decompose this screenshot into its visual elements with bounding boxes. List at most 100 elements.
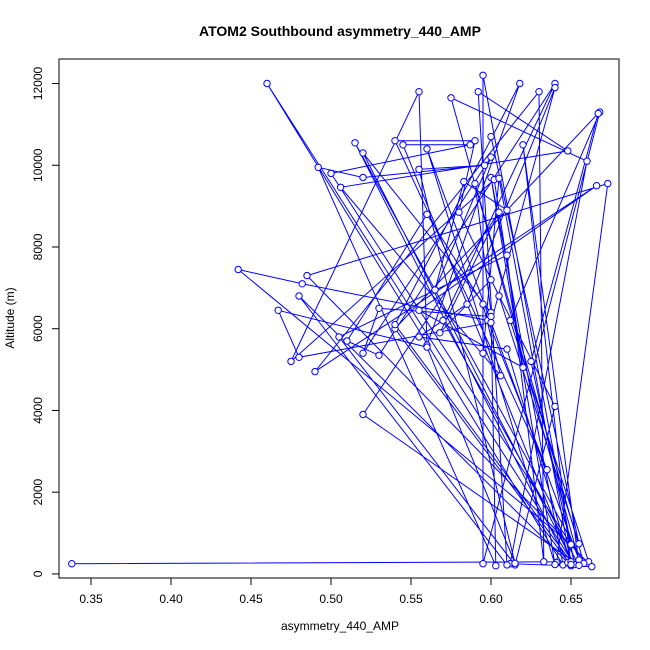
- data-point: [567, 560, 575, 569]
- data-point: [567, 540, 575, 549]
- data-point: [492, 562, 500, 570]
- data-point: [495, 292, 503, 300]
- data-point: [575, 561, 583, 569]
- data-point: [439, 316, 447, 325]
- data-point: [287, 357, 295, 366]
- data-point: [516, 79, 524, 88]
- data-point: [314, 163, 322, 172]
- data-point: [423, 343, 431, 351]
- x-tick-label: 0.45: [239, 592, 263, 606]
- data-point: [298, 280, 306, 288]
- y-axis: 0 2000 4000 6000 8000 10000 12000: [31, 67, 60, 577]
- chart-title: ATOM2 Southbound asymmetry_440_AMP: [199, 23, 481, 39]
- data-point: [295, 353, 303, 361]
- data-point: [506, 316, 514, 325]
- data-point: [503, 345, 511, 353]
- data-point: [375, 351, 383, 359]
- data-point: [327, 169, 335, 178]
- data-point: [540, 558, 548, 566]
- data-point: [68, 560, 76, 568]
- x-axis: 0.35 0.40 0.45 0.50 0.55 0.60 0.65: [79, 577, 583, 606]
- data-point: [423, 145, 431, 153]
- data-point: [588, 562, 596, 571]
- data-point: [543, 466, 551, 474]
- data-point: [511, 559, 519, 567]
- data-point: [311, 367, 319, 376]
- data-point: [460, 177, 468, 186]
- data-point: [594, 109, 602, 118]
- data-point: [479, 300, 487, 308]
- data-point: [415, 306, 423, 314]
- data-point: [391, 320, 399, 329]
- y-tick-label: 4000: [31, 397, 45, 424]
- data-point: [474, 88, 482, 96]
- data-point: [303, 271, 311, 280]
- data-point: [391, 137, 399, 145]
- data-point: [564, 147, 572, 155]
- data-point: [535, 88, 543, 96]
- data-point: [496, 372, 505, 380]
- plot-area: [68, 71, 612, 571]
- x-tick-label: 0.40: [159, 592, 183, 606]
- data-point: [463, 300, 471, 308]
- data-point: [274, 306, 282, 314]
- data-point: [551, 83, 559, 92]
- data-point: [466, 141, 474, 149]
- data-point: [575, 540, 583, 548]
- data-point: [447, 94, 455, 102]
- data-point: [336, 183, 345, 192]
- y-tick-label: 12000: [31, 67, 45, 101]
- y-tick-label: 8000: [31, 233, 45, 260]
- data-point: [415, 333, 423, 341]
- data-point: [234, 265, 242, 274]
- data-point: [551, 402, 559, 411]
- data-point: [423, 210, 431, 219]
- series-line: [71, 75, 609, 568]
- data-point: [495, 208, 503, 216]
- data-point: [359, 173, 367, 182]
- data-point: [351, 139, 359, 147]
- data-point: [399, 141, 407, 149]
- data-point: [519, 363, 527, 372]
- data-point: [479, 71, 487, 80]
- x-tick-label: 0.65: [559, 592, 583, 606]
- x-tick-label: 0.35: [79, 592, 103, 606]
- data-point: [487, 318, 495, 327]
- data-point: [487, 132, 495, 141]
- x-tick-label: 0.60: [479, 592, 503, 606]
- data-point: [527, 357, 535, 366]
- data-point: [551, 560, 559, 569]
- y-tick-label: 2000: [31, 479, 45, 506]
- y-tick-label: 0: [31, 570, 45, 577]
- data-point: [503, 251, 511, 259]
- y-axis-label: Altitude (m): [3, 287, 17, 348]
- y-tick-label: 6000: [31, 315, 45, 342]
- data-point: [359, 410, 367, 419]
- x-tick-label: 0.50: [319, 592, 343, 606]
- data-point: [343, 337, 351, 345]
- data-point: [471, 179, 479, 188]
- data-point: [487, 153, 495, 161]
- x-axis-label: asymmetry_440_AMP: [281, 619, 399, 633]
- data-point: [375, 304, 383, 312]
- data-point: [503, 561, 511, 569]
- y-tick-label: 10000: [31, 148, 45, 182]
- data-point: [431, 286, 439, 294]
- data-point: [359, 149, 367, 157]
- x-tick-label: 0.55: [399, 592, 423, 606]
- data-point: [487, 312, 495, 321]
- data-point: [479, 560, 487, 568]
- data-point: [592, 182, 601, 190]
- data-point: [359, 349, 367, 357]
- data-point: [480, 161, 489, 170]
- data-point: [583, 157, 591, 165]
- data-point: [263, 79, 271, 88]
- data-point: [436, 329, 444, 337]
- data-point: [415, 165, 423, 174]
- data-point: [471, 137, 479, 145]
- data-point: [604, 179, 612, 188]
- data-point: [335, 333, 343, 341]
- data-point: [455, 208, 463, 216]
- data-point: [487, 276, 495, 284]
